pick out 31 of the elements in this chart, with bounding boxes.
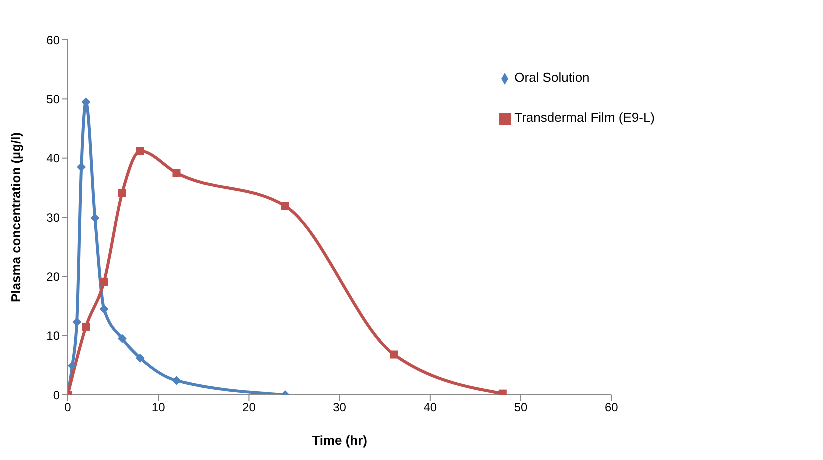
y-tick-label: 40 bbox=[46, 152, 60, 166]
point bbox=[172, 169, 181, 178]
y-axis-title: Plasma concentration (µg/l) bbox=[8, 132, 24, 303]
x-tick-label: 20 bbox=[242, 400, 256, 415]
y-tick-label: 0 bbox=[53, 388, 60, 402]
point bbox=[136, 354, 145, 363]
point bbox=[68, 362, 78, 371]
point bbox=[390, 350, 398, 359]
x-tick-label: 60 bbox=[604, 400, 619, 415]
y-tick-label: 30 bbox=[46, 210, 60, 225]
point bbox=[118, 334, 127, 344]
y-tick-label: 50 bbox=[46, 92, 60, 106]
x-axis-title: Time (hr) bbox=[312, 433, 368, 448]
point bbox=[136, 147, 144, 156]
y-tick-label: 10 bbox=[46, 329, 60, 344]
point bbox=[72, 318, 82, 327]
legend-label: Oral Solution bbox=[514, 70, 590, 85]
legend-label: Transdermal Film (E9-L) bbox=[514, 110, 655, 125]
point bbox=[281, 202, 290, 210]
x-tick-label: 50 bbox=[514, 400, 528, 415]
y-tick-label: 20 bbox=[46, 270, 60, 284]
x-tick-label: 30 bbox=[333, 400, 347, 415]
point bbox=[100, 278, 108, 286]
point bbox=[118, 189, 126, 198]
point bbox=[172, 376, 182, 386]
x-tick-label: 10 bbox=[152, 400, 166, 415]
x-tick-label: 40 bbox=[424, 400, 438, 415]
y-tick-label: 60 bbox=[46, 33, 60, 48]
point bbox=[100, 304, 109, 314]
point bbox=[82, 322, 90, 331]
x-tick-label: 0 bbox=[64, 400, 72, 415]
